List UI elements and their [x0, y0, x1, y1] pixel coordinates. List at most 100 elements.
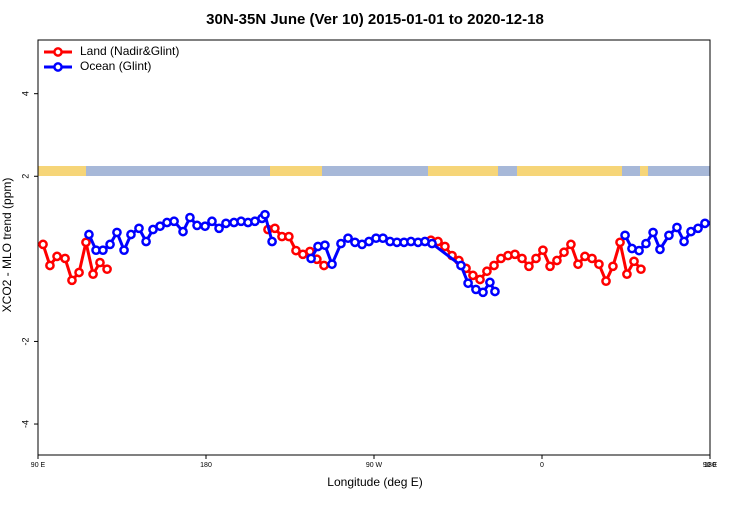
data-point	[700, 218, 710, 229]
y-tick-label: -4	[20, 420, 30, 428]
data-point	[207, 216, 217, 227]
data-point	[620, 230, 630, 241]
data-point	[84, 229, 94, 240]
legend-marker	[53, 62, 63, 72]
x-tick-label: 90 W	[366, 462, 383, 469]
data-point	[478, 287, 488, 298]
series-line	[41, 242, 109, 284]
data-point	[531, 253, 541, 264]
data-point	[693, 223, 703, 234]
data-point	[52, 251, 62, 262]
data-point	[102, 264, 112, 275]
data-point	[608, 261, 618, 272]
data-point	[490, 286, 500, 297]
map-strip	[38, 166, 710, 176]
data-point	[60, 253, 70, 264]
data-point	[587, 253, 597, 264]
data-point	[664, 230, 674, 241]
data-point	[178, 226, 188, 237]
data-point	[672, 222, 682, 233]
data-point	[221, 218, 231, 229]
data-point	[485, 277, 495, 288]
data-point	[475, 274, 485, 285]
data-point	[185, 212, 195, 223]
y-tick-label: 4	[20, 91, 30, 96]
data-point	[45, 260, 55, 271]
data-point	[306, 253, 316, 264]
data-point	[95, 257, 105, 268]
data-point	[601, 276, 611, 287]
data-point	[38, 239, 48, 250]
x-tick-label: 90 E	[703, 462, 718, 469]
chart-title: 30N-35N June (Ver 10) 2015-01-01 to 2020…	[206, 11, 544, 28]
data-point	[566, 239, 576, 250]
data-point	[468, 270, 478, 281]
data-point	[169, 216, 179, 227]
data-point	[524, 261, 534, 272]
data-point	[552, 255, 562, 266]
data-point	[655, 244, 665, 255]
data-point	[440, 241, 450, 252]
data-point	[119, 245, 129, 256]
data-point	[456, 260, 466, 271]
x-axis-label: Longitude (deg E)	[327, 475, 422, 489]
data-point	[88, 269, 98, 279]
data-point	[622, 269, 632, 279]
data-point	[648, 227, 658, 238]
data-point	[634, 245, 644, 256]
data-point	[594, 259, 604, 270]
plot-frame	[37, 39, 711, 456]
data-point	[615, 237, 625, 248]
data-point	[629, 256, 639, 267]
data-point	[141, 236, 151, 247]
legend: Land (Nadir&Glint)Ocean (Glint)	[44, 44, 179, 73]
data-point	[134, 223, 144, 234]
data-point	[67, 275, 77, 286]
data-point	[74, 267, 84, 278]
data-point	[489, 260, 499, 271]
y-tick-label: 2	[20, 174, 30, 179]
data-point	[517, 253, 527, 264]
x-tick-label: 0	[540, 462, 544, 469]
data-point	[112, 227, 122, 238]
legend-marker	[53, 47, 63, 57]
data-point	[105, 239, 115, 250]
data-point	[214, 223, 224, 234]
y-axis-label: XCO2 - MLO trend (ppm)	[0, 178, 14, 313]
data-point	[320, 240, 330, 251]
data-point	[327, 259, 337, 270]
series	[84, 209, 710, 298]
data-point	[463, 278, 473, 289]
data-point	[559, 247, 569, 258]
data-point	[641, 238, 651, 249]
data-point	[343, 233, 353, 244]
data-point	[573, 259, 583, 270]
data-point	[98, 245, 108, 256]
data-point	[510, 249, 520, 260]
x-tick-label: 180	[200, 462, 212, 469]
data-point	[260, 209, 270, 220]
data-point	[482, 266, 492, 277]
data-point	[427, 238, 437, 249]
data-point	[545, 261, 555, 272]
data-point	[155, 221, 165, 232]
x-tick-label: 180	[704, 462, 716, 469]
legend-label: Land (Nadir&Glint)	[80, 44, 179, 58]
data-point	[319, 260, 329, 271]
data-point	[538, 245, 548, 256]
data-point	[81, 237, 91, 248]
x-tick-label: 90 E	[31, 462, 46, 469]
data-point	[679, 236, 689, 247]
data-point	[192, 220, 202, 231]
data-point	[267, 236, 277, 247]
y-tick-label: -2	[20, 337, 30, 345]
data-point	[126, 229, 136, 240]
data-point	[636, 264, 646, 275]
data-point	[336, 238, 346, 249]
data-point	[200, 221, 210, 232]
data-point	[284, 231, 294, 242]
data-point	[291, 245, 301, 256]
legend-label: Ocean (Glint)	[80, 59, 151, 73]
data-point	[270, 223, 280, 234]
